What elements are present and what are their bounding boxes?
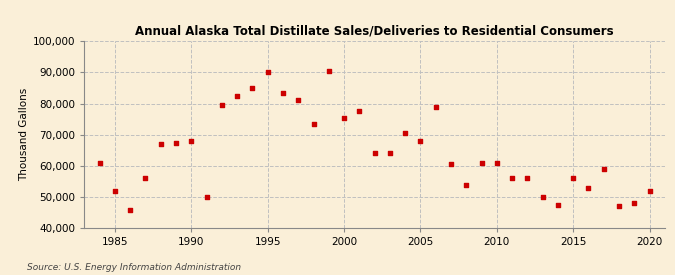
- Point: [263, 70, 273, 75]
- Point: [491, 161, 502, 165]
- Point: [446, 162, 456, 167]
- Point: [369, 151, 380, 156]
- Point: [461, 182, 472, 187]
- Point: [323, 69, 334, 73]
- Point: [125, 207, 136, 212]
- Point: [583, 186, 594, 190]
- Point: [614, 204, 624, 209]
- Point: [140, 176, 151, 181]
- Point: [109, 189, 120, 193]
- Point: [308, 122, 319, 126]
- Point: [522, 176, 533, 181]
- Point: [201, 195, 212, 199]
- Point: [598, 167, 609, 171]
- Point: [476, 161, 487, 165]
- Point: [186, 139, 196, 143]
- Point: [400, 131, 410, 135]
- Point: [431, 104, 441, 109]
- Point: [293, 98, 304, 103]
- Point: [354, 109, 364, 114]
- Point: [629, 201, 640, 205]
- Point: [217, 103, 227, 107]
- Point: [155, 142, 166, 146]
- Point: [385, 151, 396, 156]
- Point: [247, 86, 258, 90]
- Point: [644, 189, 655, 193]
- Point: [95, 161, 105, 165]
- Point: [537, 195, 548, 199]
- Point: [277, 90, 288, 95]
- Title: Annual Alaska Total Distillate Sales/Deliveries to Residential Consumers: Annual Alaska Total Distillate Sales/Del…: [135, 24, 614, 37]
- Point: [553, 203, 564, 207]
- Point: [232, 94, 242, 98]
- Text: Source: U.S. Energy Information Administration: Source: U.S. Energy Information Administ…: [27, 263, 241, 272]
- Point: [339, 116, 350, 120]
- Point: [507, 176, 518, 181]
- Point: [171, 140, 182, 145]
- Point: [568, 176, 578, 181]
- Point: [415, 139, 426, 143]
- Y-axis label: Thousand Gallons: Thousand Gallons: [19, 88, 28, 182]
